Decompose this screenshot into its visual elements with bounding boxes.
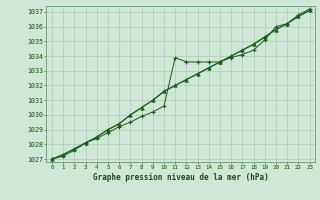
X-axis label: Graphe pression niveau de la mer (hPa): Graphe pression niveau de la mer (hPa)	[93, 173, 269, 182]
